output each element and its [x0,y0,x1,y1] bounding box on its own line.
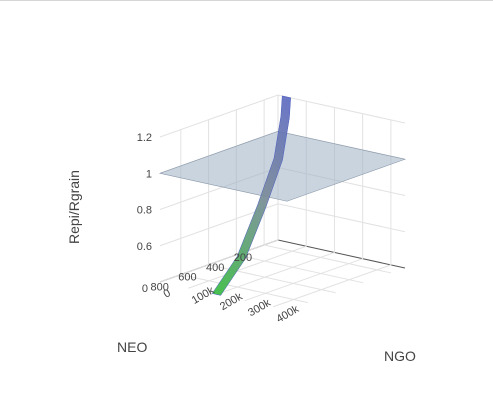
z-tick-labels: 0.6 0.8 1 1.2 0 [137,132,152,295]
z-tick-label: 0.6 [137,241,152,253]
reference-plane [158,130,407,202]
surface-layer [211,95,291,296]
surface-ribbon [211,95,291,296]
axis-edge [277,239,406,269]
z-tick-label: 1.2 [137,132,152,144]
x-tick-label: 300k [246,297,273,320]
top-border [0,0,493,1]
grid-line-z [159,203,406,247]
x-tick-label: 400k [274,303,301,326]
y-tick-labels: 200 400 600 800 [150,252,252,294]
x-tick-label: 100k [190,284,217,307]
y-tick-label: 400 [206,262,224,274]
x-axis-title: NGO [384,348,416,364]
z-tick-label: 0.8 [137,205,152,217]
z-axis-title: Repi/Rgrain [66,170,82,244]
z-tick-label: 1 [146,168,152,180]
y-tick-label: 200 [234,252,252,264]
x-tick-label: 200k [218,290,245,313]
grid-line-x [272,119,392,308]
reference-plane-layer [158,130,407,202]
y-axis-title: NEO [117,339,147,355]
y-tick-label: 600 [178,272,196,284]
y-tick-label: 800 [150,282,168,294]
x-tick-labels: 0 100k 200k 300k 400k [162,284,302,325]
z-tick-label: 0 [142,283,148,295]
x-tick-label: 0 [162,287,173,300]
